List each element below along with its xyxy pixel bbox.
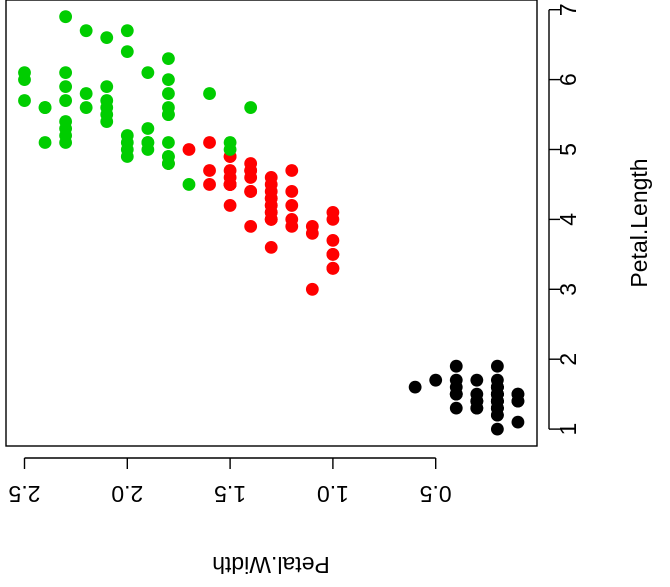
data-point bbox=[244, 101, 258, 114]
data-point bbox=[264, 206, 278, 219]
data-point bbox=[100, 115, 114, 128]
data-point bbox=[285, 164, 299, 177]
data-point bbox=[511, 415, 525, 429]
y-tick-label: 2 bbox=[555, 353, 581, 366]
data-point bbox=[285, 199, 299, 212]
data-point bbox=[141, 66, 155, 80]
data-point bbox=[18, 94, 31, 107]
data-point bbox=[162, 157, 175, 170]
data-point bbox=[59, 115, 73, 128]
data-point bbox=[326, 247, 340, 261]
x-tick-label: 1.5 bbox=[214, 481, 246, 507]
data-point bbox=[470, 373, 484, 387]
data-point bbox=[59, 129, 73, 142]
x-tick-label: 1.0 bbox=[317, 481, 349, 507]
data-point bbox=[79, 24, 93, 38]
data-point bbox=[100, 80, 114, 93]
plot-frame bbox=[5, 0, 538, 447]
data-point bbox=[141, 143, 155, 156]
data-point bbox=[326, 233, 340, 247]
data-points bbox=[18, 10, 525, 436]
data-point bbox=[305, 226, 319, 240]
data-point bbox=[408, 380, 422, 394]
data-point bbox=[59, 94, 73, 107]
data-point bbox=[244, 219, 258, 233]
data-point bbox=[120, 150, 134, 163]
y-tick-label: 1 bbox=[555, 423, 581, 436]
data-point bbox=[100, 101, 114, 114]
y-axis-title: Petal.Length bbox=[626, 158, 652, 287]
data-point bbox=[203, 136, 216, 149]
data-point bbox=[490, 359, 504, 373]
data-point bbox=[162, 73, 175, 86]
data-point bbox=[203, 87, 216, 100]
y-tick-label: 6 bbox=[555, 73, 581, 86]
data-point bbox=[203, 178, 216, 191]
data-point bbox=[38, 101, 52, 114]
data-point bbox=[264, 171, 278, 184]
data-point bbox=[162, 87, 175, 100]
data-point bbox=[264, 240, 278, 254]
x-tick-label: 0.5 bbox=[420, 481, 452, 507]
y-tick-label: 4 bbox=[555, 213, 581, 226]
data-point bbox=[223, 164, 237, 177]
data-point bbox=[244, 171, 258, 184]
data-point bbox=[511, 394, 525, 408]
y-tick-label: 3 bbox=[555, 283, 581, 296]
data-point bbox=[162, 52, 175, 66]
data-point bbox=[59, 80, 73, 93]
data-point bbox=[141, 122, 155, 135]
data-point bbox=[120, 129, 134, 142]
data-point bbox=[100, 31, 114, 45]
x-axis-title: Petal.Width bbox=[212, 552, 330, 578]
data-point bbox=[285, 213, 299, 226]
data-point bbox=[79, 87, 93, 100]
data-point bbox=[182, 143, 196, 156]
data-point bbox=[223, 178, 237, 191]
data-point bbox=[326, 261, 340, 275]
data-point bbox=[470, 394, 484, 408]
x-axis: 0.5 1.0 1.5 2.0 2.5 bbox=[9, 457, 452, 507]
data-point bbox=[223, 199, 237, 212]
y-axis: 1 2 3 4 5 6 7 bbox=[548, 3, 581, 436]
data-point bbox=[264, 192, 278, 205]
data-point bbox=[490, 394, 504, 408]
data-point bbox=[326, 206, 340, 219]
x-tick-label: 2.5 bbox=[9, 481, 41, 507]
x-tick-label: 2.0 bbox=[111, 481, 143, 507]
data-point bbox=[203, 164, 216, 177]
y-tick-label: 7 bbox=[555, 3, 581, 16]
data-point bbox=[120, 45, 134, 59]
data-point bbox=[449, 401, 463, 415]
data-point bbox=[59, 10, 73, 24]
data-point bbox=[79, 101, 93, 114]
data-point bbox=[182, 178, 196, 191]
data-point bbox=[38, 136, 52, 149]
data-point bbox=[18, 66, 31, 80]
data-point bbox=[490, 422, 504, 436]
y-tick-label: 5 bbox=[555, 143, 581, 156]
data-point bbox=[162, 136, 175, 149]
data-point bbox=[120, 24, 134, 38]
data-point bbox=[244, 185, 258, 198]
data-point bbox=[449, 387, 463, 401]
data-point bbox=[162, 108, 175, 121]
data-point bbox=[449, 359, 463, 373]
data-point bbox=[244, 157, 258, 170]
data-point bbox=[223, 136, 237, 149]
data-point bbox=[59, 66, 73, 80]
data-point bbox=[285, 185, 299, 198]
data-point bbox=[429, 373, 443, 387]
data-point bbox=[305, 282, 319, 296]
